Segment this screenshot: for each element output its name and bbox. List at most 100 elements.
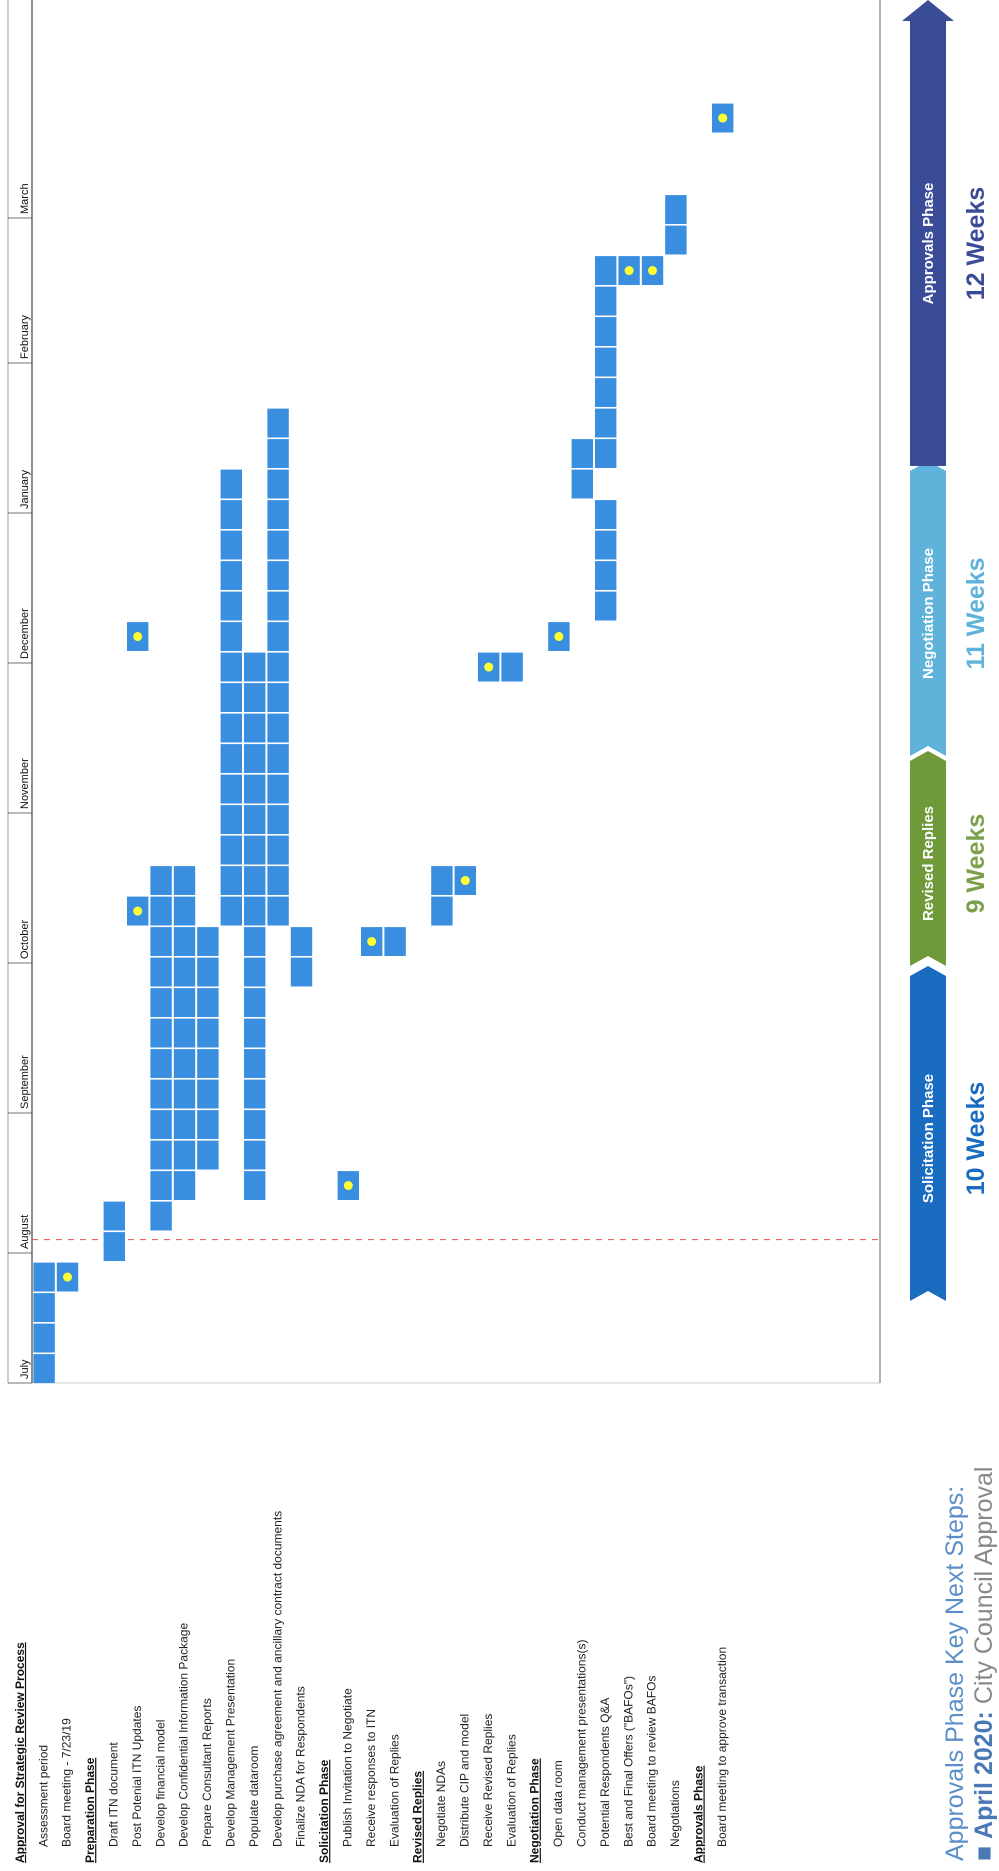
milestone-dot	[343, 1181, 353, 1191]
task-label: Publish Invitation to Negotiate	[341, 1688, 355, 1847]
task-block	[150, 1018, 172, 1048]
task-block	[33, 1262, 55, 1292]
next-steps-item: ■ April 2020: City Council Approval	[970, 1467, 998, 1861]
month-label: July	[19, 1359, 31, 1379]
phase-heading: Negotiation Phase	[528, 1758, 542, 1863]
task-block	[220, 774, 243, 804]
task-block	[220, 530, 243, 560]
task-block	[244, 896, 266, 926]
task-block	[267, 805, 289, 834]
next-steps-item-rest: City Council Approval	[970, 1467, 998, 1712]
task-block	[173, 866, 196, 895]
phase-name: Approvals Phase	[920, 183, 937, 305]
rotated-chart-group: Approval for Strategic Review Process Ass…	[7, 0, 998, 1863]
task-block	[244, 652, 266, 682]
task-label: Board meeting to approve transaction	[715, 1647, 729, 1847]
task-label: Develop purchase agreement and ancillary…	[270, 1511, 284, 1847]
task-block	[244, 683, 266, 712]
task-block	[244, 866, 266, 895]
task-label: Distribute CIP and model	[458, 1714, 472, 1847]
task-block	[431, 866, 453, 895]
task-block	[665, 225, 687, 255]
task-block	[220, 866, 243, 895]
task-block	[220, 896, 243, 926]
phase-name: Solicitation Phase	[920, 1074, 937, 1203]
milestone-dot	[624, 266, 634, 276]
phase-weeks: 11 Weeks	[962, 557, 990, 669]
phase-segment	[910, 966, 946, 1301]
timeline-grid: July August September October November Decemb…	[7, 0, 881, 1384]
phase-arrow: Solicitation Phase 10 Weeks Revised Replie…	[902, 0, 990, 1301]
next-steps-block: Approvals Phase Key Next Steps: ■ April …	[941, 1467, 998, 1861]
task-block	[197, 1110, 219, 1139]
task-block	[150, 957, 172, 987]
task-block	[267, 744, 289, 773]
task-block	[33, 1323, 55, 1353]
phase-segment	[910, 461, 946, 756]
task-block	[33, 1293, 55, 1322]
task-block	[384, 927, 406, 956]
task-block	[220, 683, 243, 712]
task-block	[150, 927, 172, 956]
task-label: Develop Management Presentation	[224, 1659, 238, 1847]
task-block	[244, 1049, 266, 1078]
next-steps-title: Approvals Phase Key Next Steps:	[941, 1486, 969, 1861]
task-label: Develop financial model	[153, 1720, 167, 1847]
task-block	[244, 1140, 266, 1170]
task-block	[197, 1079, 219, 1109]
task-block	[571, 439, 593, 468]
task-block	[595, 530, 617, 560]
task-block	[197, 988, 219, 1017]
task-label: Evaluation of Replies	[387, 1734, 401, 1847]
milestone-dot	[133, 906, 143, 916]
task-label: Post Potenial ITN Updates	[130, 1706, 144, 1847]
task-block	[244, 713, 266, 743]
phase-heading: Revised Replies	[411, 1771, 425, 1863]
task-block	[431, 896, 453, 926]
task-label: Open data room	[551, 1760, 565, 1847]
task-block	[197, 1018, 219, 1048]
month-label: December	[19, 608, 31, 659]
task-block	[150, 866, 172, 895]
phase-name: Revised Replies	[920, 806, 937, 921]
task-block	[267, 530, 289, 560]
task-block	[267, 469, 289, 499]
task-block	[595, 561, 617, 590]
task-label: Best and Final Offers ("BAFOs")	[621, 1676, 635, 1847]
phase-heading: Solicitation Phase	[317, 1759, 331, 1863]
task-block	[220, 469, 243, 499]
task-block	[220, 744, 243, 773]
task-label-column: Approval for Strategic Review Process Ass…	[13, 1511, 729, 1863]
task-block	[290, 927, 313, 956]
phase-heading: Approvals Phase	[692, 1765, 706, 1863]
task-block	[244, 1171, 266, 1200]
task-block	[173, 988, 196, 1017]
task-block	[244, 988, 266, 1017]
task-label: Assessment period	[36, 1745, 50, 1847]
task-block	[173, 957, 196, 987]
task-block	[150, 1079, 172, 1109]
task-block	[173, 1079, 196, 1109]
task-block	[173, 927, 196, 956]
milestone-dot	[484, 662, 494, 672]
task-block	[267, 866, 289, 895]
next-steps-item-lead: April 2020:	[970, 1711, 998, 1839]
task-block	[244, 1079, 266, 1109]
task-block	[267, 500, 289, 529]
task-label: Negotiations	[668, 1780, 682, 1847]
task-label: Develop Confidential Information Package	[177, 1623, 191, 1847]
milestone-dot	[554, 632, 564, 642]
task-block	[571, 469, 593, 499]
task-block	[267, 713, 289, 743]
task-block	[220, 652, 243, 682]
task-block	[150, 1171, 172, 1200]
task-block	[220, 561, 243, 590]
task-block	[665, 195, 687, 224]
task-block	[150, 1049, 172, 1078]
task-block	[267, 774, 289, 804]
month-label: January	[19, 469, 31, 509]
phase-name: Negotiation Phase	[920, 548, 937, 679]
task-block	[150, 988, 172, 1017]
month-label: October	[19, 920, 31, 959]
